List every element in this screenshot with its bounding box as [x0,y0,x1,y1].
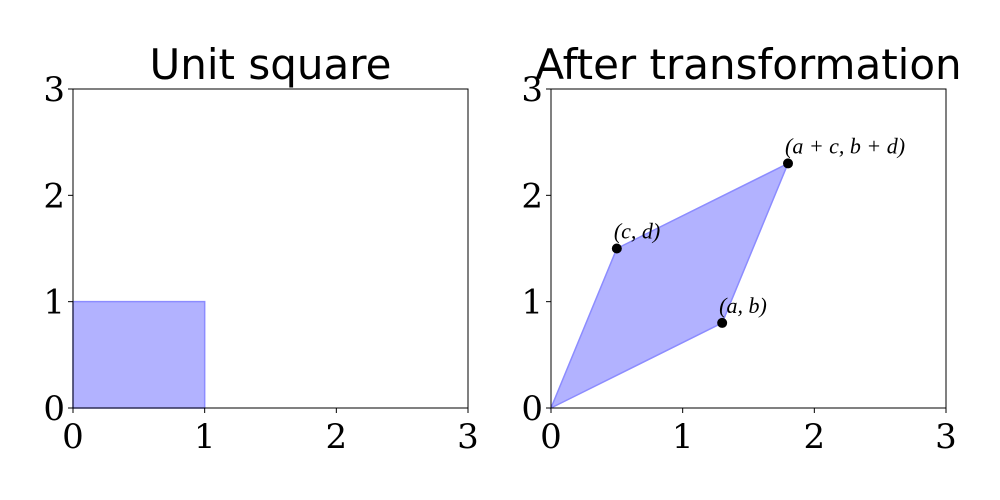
y-tick-label: 2 [521,176,543,216]
x-tick-label: 1 [194,417,216,457]
x-tick-label: 0 [62,417,84,457]
point-label: (c, d) [614,219,660,244]
point-label: (a + c, b + d) [785,133,905,158]
area [72,300,206,409]
area [549,161,790,410]
point [611,243,622,254]
y-tick-label: 2 [43,176,65,216]
point [783,158,793,169]
y-tick-label: 3 [521,70,543,110]
x-tick-label: 2 [804,417,826,457]
x-tick-label: 3 [457,417,479,457]
y-tick-label: 0 [521,389,543,429]
y-tick-label: 0 [43,389,65,429]
chart-title: Unit square [150,40,392,89]
axes-frame [72,88,469,409]
x-tick-label: 1 [672,417,694,457]
point [717,317,728,328]
x-tick-label: 3 [935,417,957,457]
point-label: (a, b) [719,293,767,318]
y-tick-label: 3 [43,70,65,110]
x-tick-label: 2 [326,417,348,457]
y-tick-label: 1 [43,283,65,323]
axes-frame [550,88,947,409]
x-tick-label: 0 [540,417,562,457]
chart-title: After transformation [535,40,961,89]
y-tick-label: 1 [521,283,543,323]
